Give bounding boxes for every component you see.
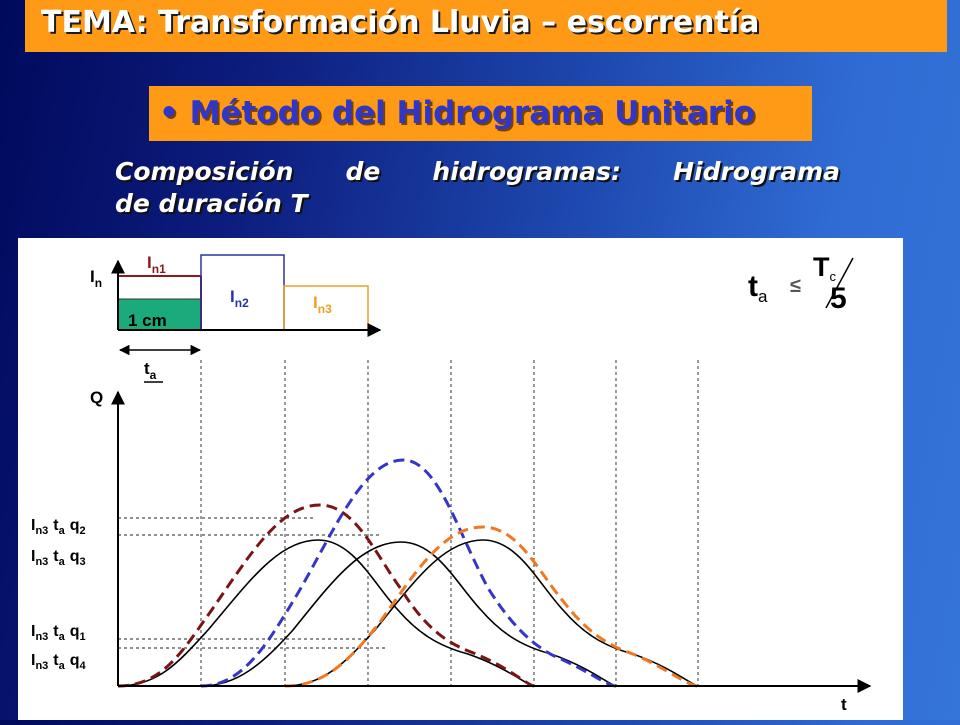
duration-label: ta [144, 359, 157, 382]
x-axis-label: t [841, 695, 847, 714]
hydrograph-curve-2 [200, 541, 617, 687]
formula-denominator: 5 [830, 282, 847, 315]
formula-relation: ≤ [790, 275, 801, 297]
level-label-q2: In3 ta q2 [31, 517, 86, 537]
duration-formula: ta ≤ Tc 5 [748, 252, 854, 315]
block2-label: In2 [230, 287, 249, 310]
section-subtitle: • Método del Hidrograma Unitario [159, 95, 756, 131]
level-gridlines [118, 517, 388, 649]
diagram-panel: In In1 1 cm In2 In3 ta ta ≤ Tc 5 [18, 238, 903, 720]
hyetograph: In In1 1 cm In2 In3 ta [90, 253, 382, 383]
level-label-q4: In3 ta q4 [31, 652, 87, 672]
y-axis-label: Q [90, 388, 103, 407]
title-bar: TEMA: Transformación Lluvia – escorrentí… [25, 0, 947, 52]
hydrograph: Q t In3 ta q2 In3 ta q3 In3 ta q1 In3 ta q4 [31, 360, 872, 714]
subtitle-bar: • Método del Hidrograma Unitario [149, 86, 812, 141]
heading-line-2: de duración T [115, 189, 308, 218]
hydrograph-curve-1 [117, 539, 535, 687]
block1-label: In1 [147, 253, 166, 276]
slide-heading: Composición de hidrogramas: Hidrograma d… [115, 156, 840, 220]
hyetograph-axis-label: In [90, 267, 102, 290]
block3-label: In3 [313, 293, 332, 316]
level-label-q1: In3 ta q1 [31, 623, 86, 643]
block2-rect [200, 254, 285, 331]
formula-fraction-bar [825, 257, 854, 309]
level-label-q3: In3 ta q3 [31, 548, 86, 568]
runoff-curve-block2 [200, 458, 617, 688]
formula-numerator: Tc [813, 252, 837, 284]
block1-fill-label: 1 cm [128, 311, 167, 330]
block1-fill [118, 299, 201, 330]
hydrograph-diagram: In In1 1 cm In2 In3 ta ta ≤ Tc 5 [31, 252, 872, 714]
runoff-curve-block1 [117, 503, 535, 688]
time-gridlines [200, 360, 699, 686]
heading-line-1: Composición de hidrogramas: Hidrograma [115, 157, 840, 186]
runoff-curve-block3 [284, 525, 699, 688]
formula-lhs: ta [748, 270, 768, 306]
page-title: TEMA: Transformación Lluvia – escorrentí… [41, 5, 760, 40]
